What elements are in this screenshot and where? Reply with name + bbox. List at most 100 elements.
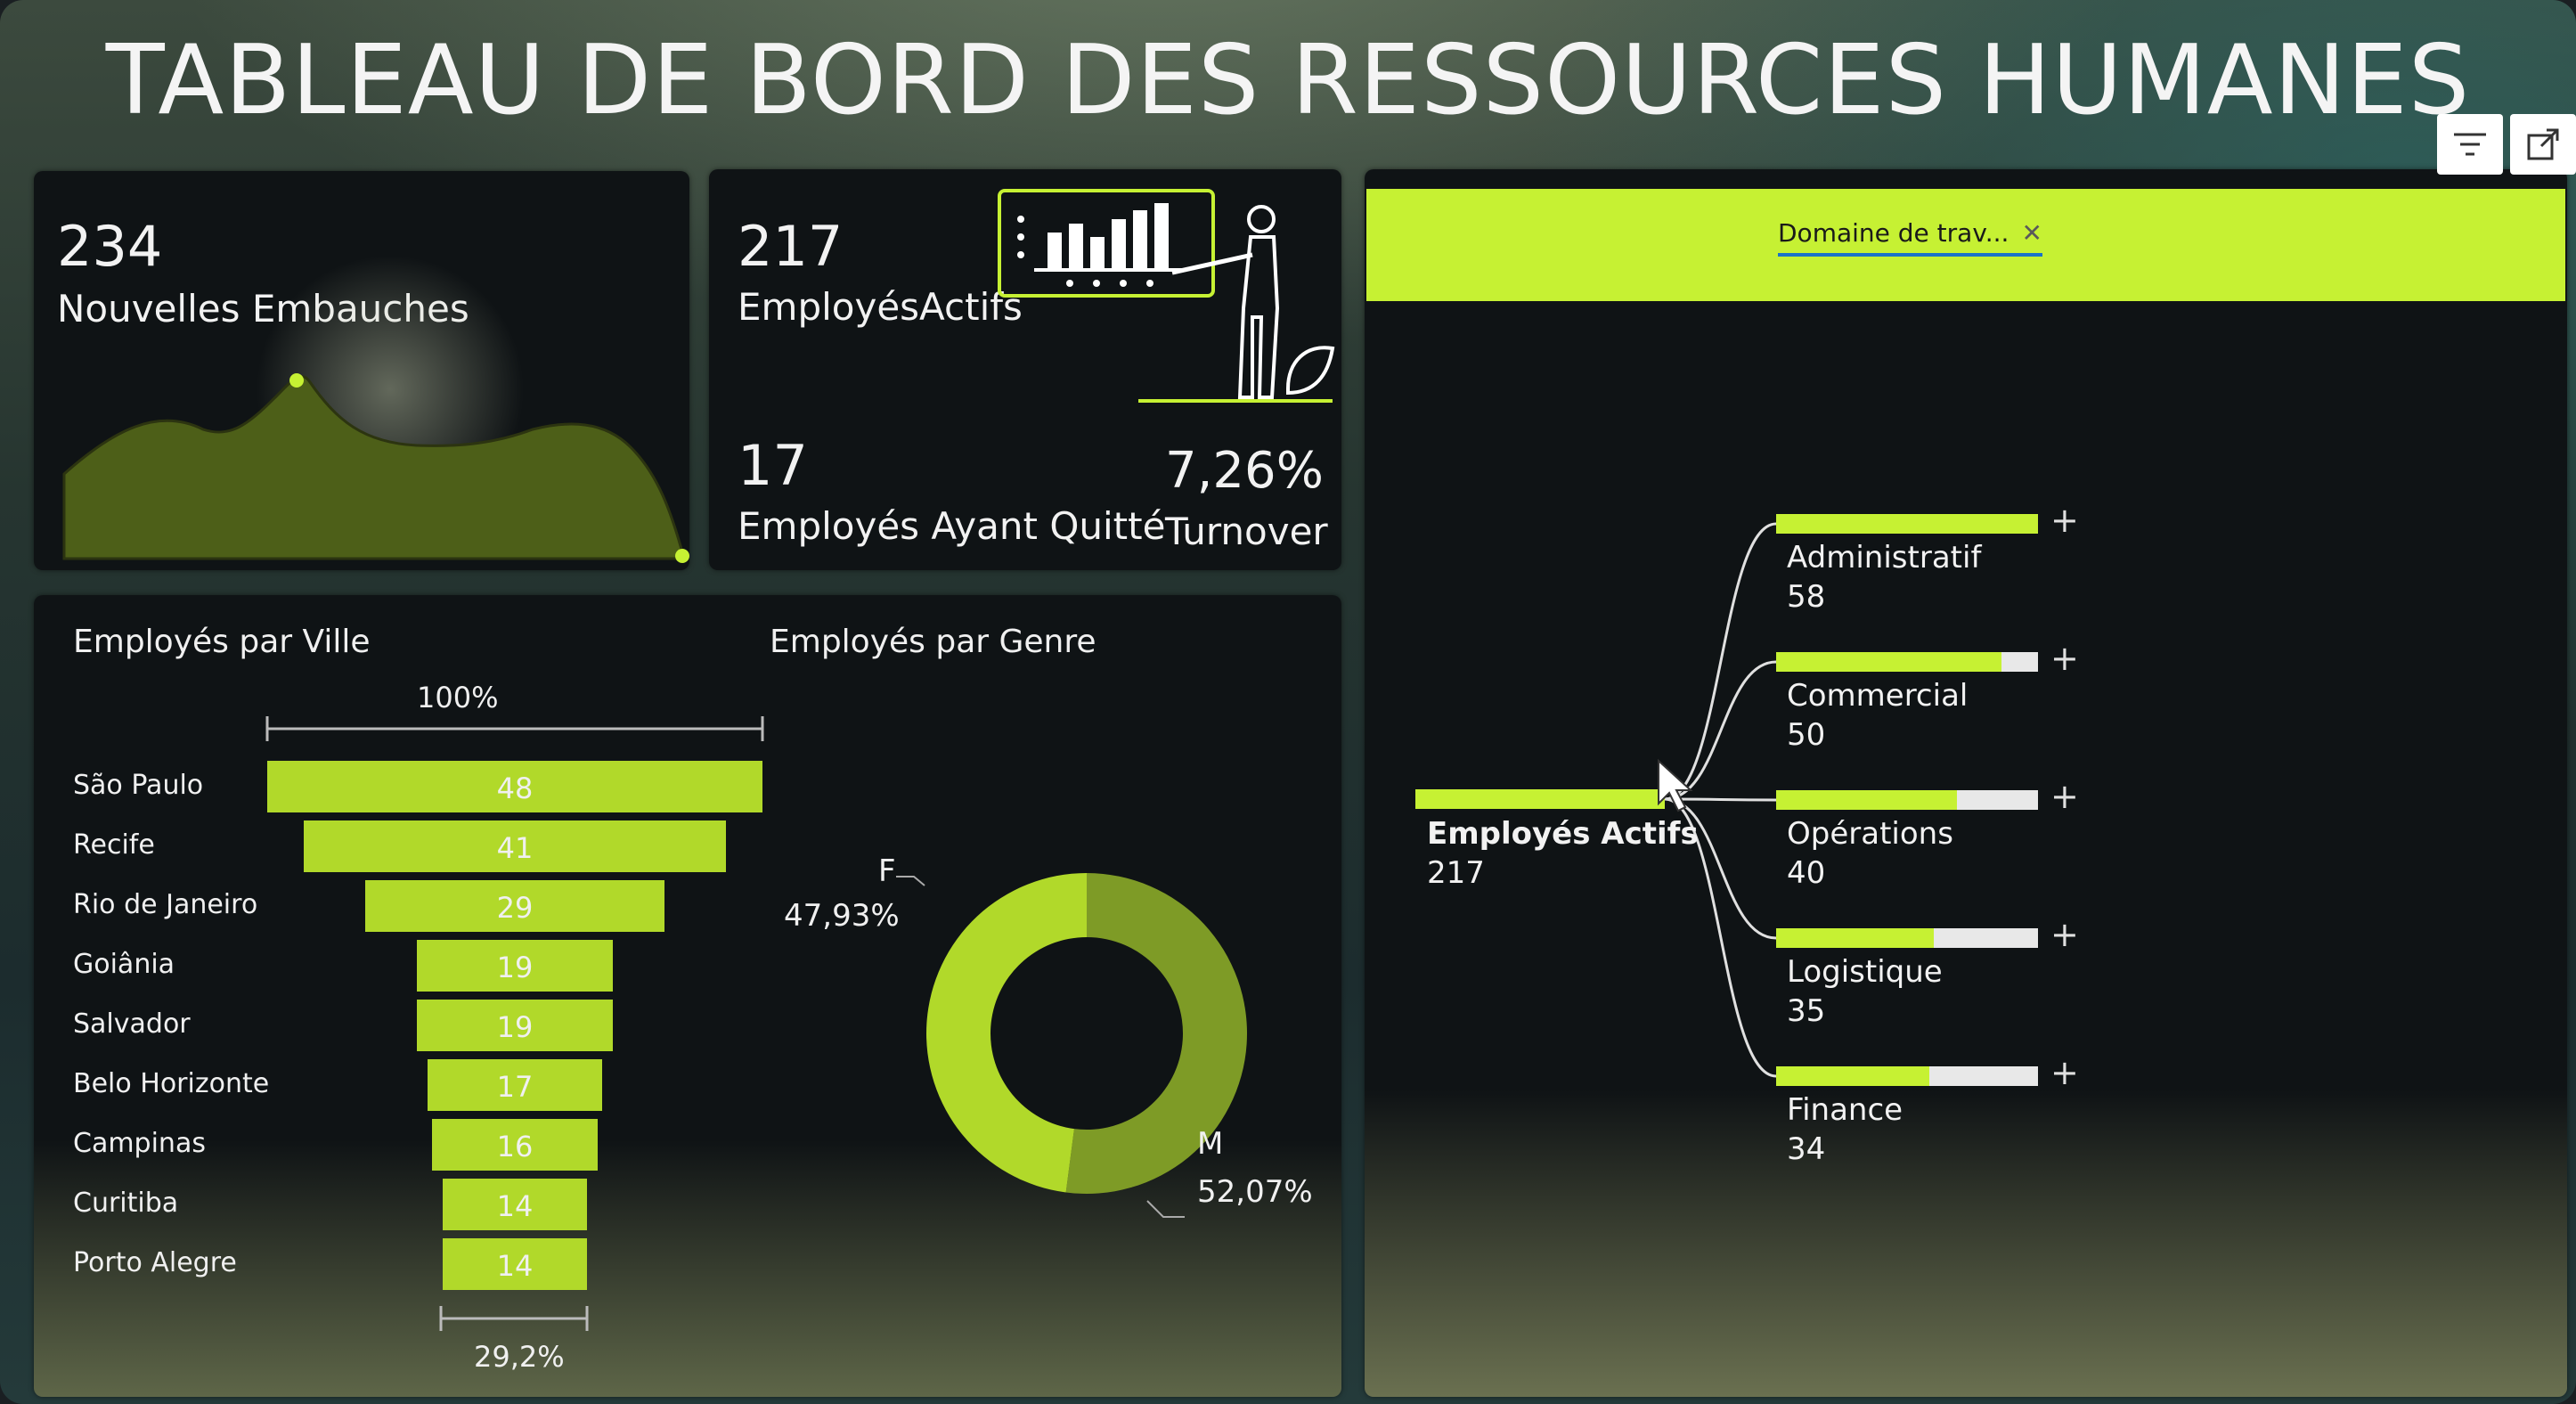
city-chart-title: Employés par Ville — [73, 624, 371, 660]
tree-branch-label: Opérations — [1787, 816, 1953, 852]
funnel-bar-value: 19 — [496, 1010, 534, 1044]
funnel-top-bracket — [265, 716, 764, 741]
tree-expand-plus-icon[interactable]: + — [2050, 501, 2079, 540]
tree-branch-value: 35 — [1787, 993, 1826, 1029]
presentation-illustration-icon — [998, 189, 1335, 403]
active-employees-card[interactable]: 217 EmployésActifs 17 Employés Ayant Qui… — [709, 169, 1341, 570]
tree-branch-value: 40 — [1787, 855, 1826, 891]
funnel-bar[interactable] — [432, 1119, 598, 1171]
donut-m-label: M — [1197, 1126, 1224, 1162]
funnel-bar-value: 29 — [496, 891, 534, 925]
mouse-cursor-icon — [1658, 758, 1693, 812]
filter-icon — [2454, 133, 2486, 156]
tree-branch-label: Logistique — [1787, 954, 1943, 990]
city-label: São Paulo — [73, 770, 204, 801]
tree-root-label: Employés Actifs — [1427, 816, 1699, 852]
new-hires-sparkline — [62, 256, 689, 563]
funnel-bar[interactable] — [365, 880, 664, 932]
funnel-bar[interactable] — [442, 1179, 588, 1230]
donut-slice-m[interactable] — [1065, 873, 1247, 1194]
tree-branch-bar[interactable] — [1776, 790, 2038, 810]
tree-connector — [1664, 660, 1777, 801]
filter-chip-label: Domaine de trav... — [1778, 217, 2009, 248]
funnel-bar-value: 14 — [496, 1189, 534, 1223]
employees-left-value: 17 — [738, 433, 808, 498]
donut-f-leader — [896, 876, 925, 886]
tree-connector — [1664, 797, 1777, 1078]
city-label: Recife — [73, 829, 155, 861]
filter-button[interactable] — [2437, 114, 2503, 175]
tree-expand-plus-icon[interactable]: + — [2050, 639, 2079, 678]
dashboard-title: TABLEAU DE BORD DES RESSOURCES HUMANES — [105, 25, 2471, 136]
funnel-bar[interactable] — [442, 1238, 588, 1290]
employees-left-label: Employés Ayant Quitté — [738, 504, 1166, 548]
tree-branch-value: 50 — [1787, 717, 1826, 753]
filter-header-bar — [1366, 189, 2565, 301]
filter-chip-close-icon[interactable]: ✕ — [2021, 217, 2042, 248]
tree-branch-value: 34 — [1787, 1131, 1826, 1167]
sparkline-end-dot — [675, 549, 689, 563]
tree-branch-bar[interactable] — [1776, 652, 2038, 672]
new-hires-card[interactable]: 234 Nouvelles Embauches — [34, 171, 689, 570]
gender-donut-chart — [896, 873, 1247, 1218]
funnel-bar[interactable] — [303, 820, 727, 872]
decomposition-tree-panel[interactable]: Domaine de trav... ✕ Employés Actifs 217… — [1365, 169, 2567, 1397]
focus-mode-button[interactable] — [2510, 114, 2576, 175]
funnel-bottom-label: 29,2% — [474, 1340, 565, 1374]
tree-expand-plus-icon[interactable]: + — [2050, 1053, 2079, 1092]
active-employees-value: 217 — [738, 214, 844, 279]
city-label: Rio de Janeiro — [73, 889, 258, 920]
funnel-bar-value: 16 — [496, 1130, 534, 1163]
funnel-bar[interactable] — [427, 1059, 603, 1111]
tree-branch-label: Finance — [1787, 1092, 1903, 1128]
turnover-label: Turnover — [1165, 510, 1328, 553]
funnel-bar[interactable] — [416, 1000, 614, 1051]
charts-panel: Employés par Ville Employés par Genre 10… — [34, 595, 1341, 1397]
tree-branch-label: Commercial — [1787, 678, 1969, 714]
funnel-bar-value: 19 — [496, 951, 534, 984]
tree-branch-bar[interactable] — [1776, 514, 2038, 534]
donut-m-value: 52,07% — [1197, 1174, 1313, 1210]
sparkline-area — [62, 375, 686, 560]
funnel-bar-value: 14 — [496, 1249, 534, 1283]
city-label: Goiânia — [73, 949, 175, 980]
donut-slice-f[interactable] — [925, 873, 1087, 1193]
tree-root-value: 217 — [1427, 855, 1485, 891]
city-label: Curitiba — [73, 1188, 179, 1219]
tree-branch-label: Administratif — [1787, 540, 1982, 575]
tree-branch-value: 58 — [1787, 579, 1826, 615]
tree-connector — [1664, 522, 1777, 801]
funnel-bar-value: 48 — [496, 771, 534, 805]
decomposition-tree — [1415, 522, 1777, 1078]
funnel-bar[interactable] — [267, 761, 762, 812]
tree-branch-bar[interactable] — [1776, 928, 2038, 948]
new-hires-value: 234 — [57, 214, 163, 279]
funnel-bar[interactable] — [416, 940, 614, 992]
donut-m-leader — [1146, 1200, 1185, 1218]
funnel-top-label: 100% — [417, 681, 499, 714]
donut-f-label: F — [878, 853, 896, 889]
sparkline-peak-dot — [289, 373, 304, 388]
tree-expand-plus-icon[interactable]: + — [2050, 915, 2079, 954]
gender-chart-title: Employés par Genre — [770, 624, 1096, 660]
city-label: Campinas — [73, 1128, 206, 1159]
city-label: Belo Horizonte — [73, 1068, 270, 1099]
tree-root-bar[interactable] — [1415, 789, 1665, 809]
tree-branch-bar-fill — [1776, 652, 2002, 672]
tree-branch-bar-fill — [1776, 790, 1957, 810]
tree-branch-bar-fill — [1776, 1066, 1930, 1086]
funnel-bar-value: 17 — [496, 1070, 534, 1104]
funnel-bar-value: 41 — [496, 831, 534, 865]
turnover-value: 7,26% — [1165, 442, 1324, 500]
tree-branch-bar-fill — [1776, 514, 2038, 534]
expand-icon — [2527, 128, 2559, 160]
tree-expand-plus-icon[interactable]: + — [2050, 777, 2079, 816]
city-label: Salvador — [73, 1008, 191, 1040]
city-label: Porto Alegre — [73, 1247, 237, 1278]
active-employees-label: EmployésActifs — [738, 285, 1023, 329]
tree-branch-bar[interactable] — [1776, 1066, 2038, 1086]
donut-f-value: 47,93% — [784, 898, 900, 934]
funnel-bottom-bracket — [439, 1306, 589, 1331]
tree-branch-bar-fill — [1776, 928, 1935, 948]
filter-chip[interactable]: Domaine de trav... ✕ — [1778, 212, 2042, 257]
